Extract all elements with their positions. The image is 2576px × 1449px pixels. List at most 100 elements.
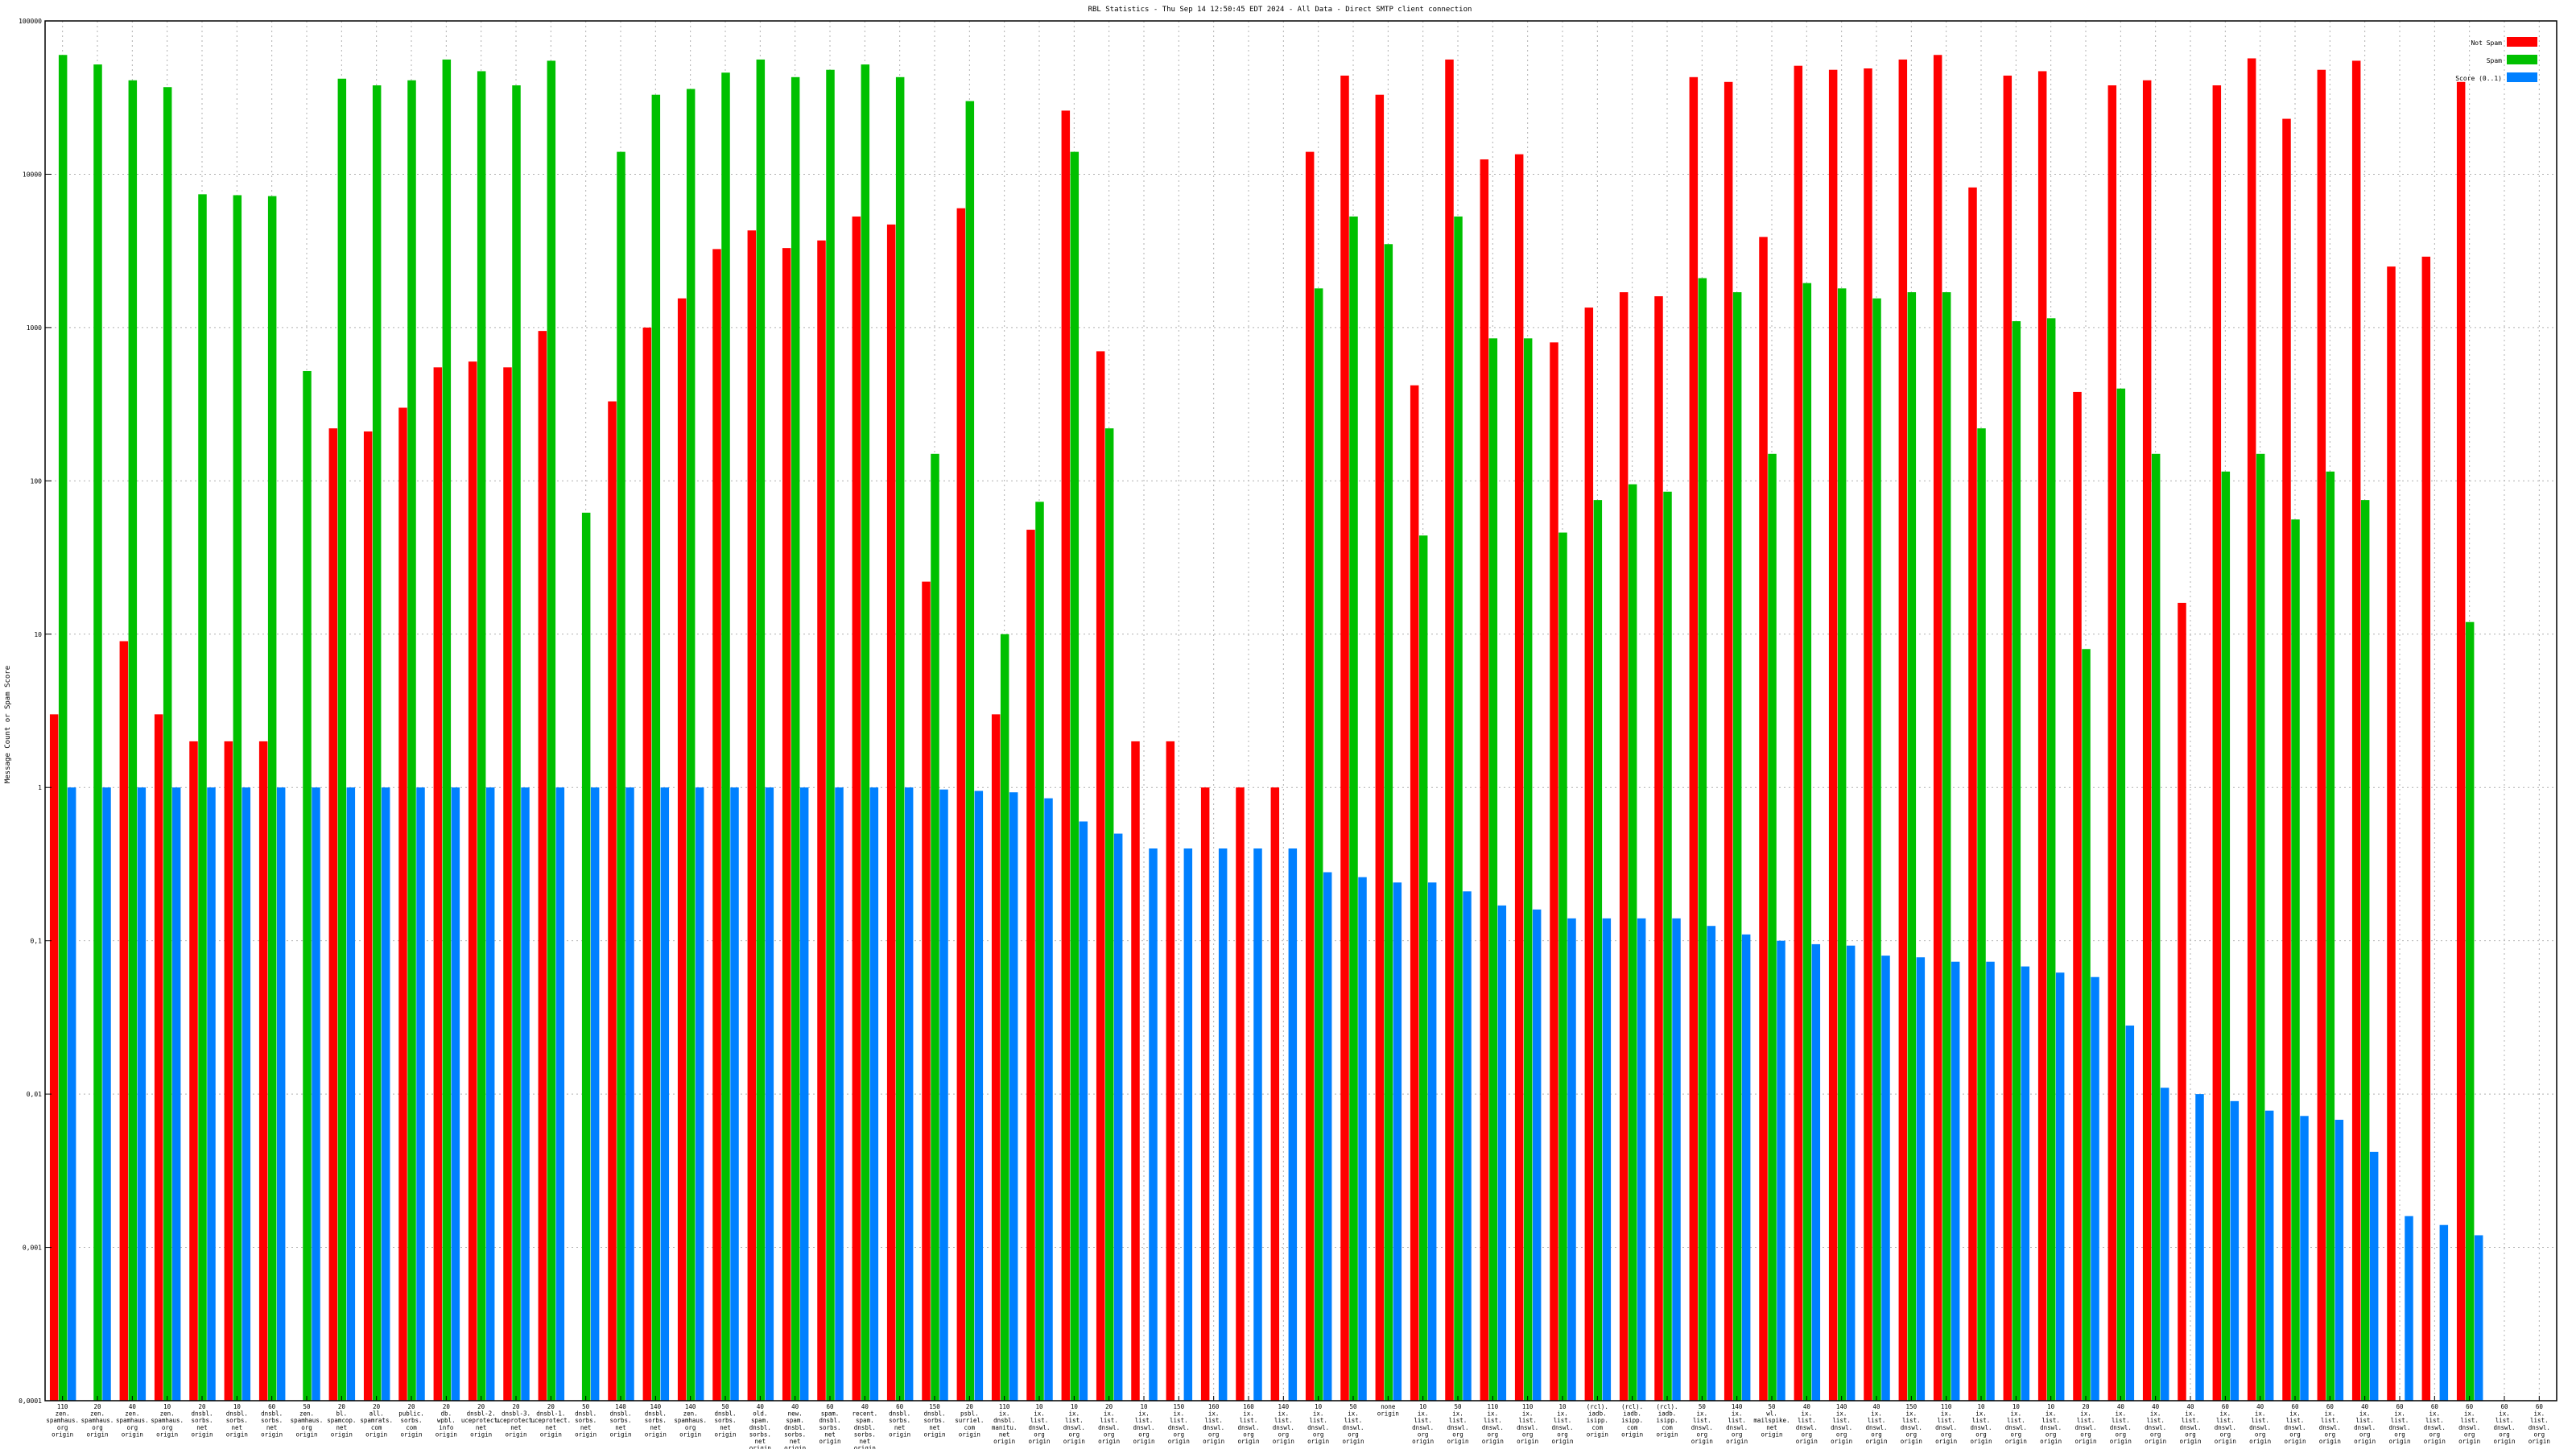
bar-score-0-1 [1567,918,1576,1401]
bar-not-spam [468,361,477,1401]
bar-not-spam [2421,256,2431,1401]
bar-not-spam [1689,76,1699,1401]
bar-not-spam [1061,110,1071,1402]
bar-score-0-1 [1916,957,1926,1401]
bar-score-0-1 [730,787,739,1401]
x-tick-label: 60 dnsbl. sorbs. net origin [889,1403,910,1438]
x-tick-label: 20 dnsbl. sorbs. net origin [191,1403,213,1438]
bar-spam [1558,532,1567,1401]
bar-not-spam [1933,55,1942,1401]
x-tick-label: 10 ix. list. dnswl. org origin [2005,1403,2027,1445]
bar-spam [2360,500,2370,1401]
bar-not-spam [1514,154,1524,1402]
bar-score-0-1 [1881,956,1890,1401]
x-tick-label: 60 ix. list. dnswl. org origin [2388,1403,2410,1445]
bar-spam [2221,471,2231,1402]
bar-score-0-1 [1811,943,1821,1401]
legend-label-spam: Spam [2487,57,2502,64]
bar-score-0-1 [312,787,320,1401]
bar-not-spam [1445,59,1454,1402]
legend-swatch-score-0-1 [2507,72,2537,82]
x-tick-label: 140 ix. list. dnswl. org origin [1831,1403,1852,1445]
x-tick-label: 20 ix. list. dnswl. org origin [2074,1403,2096,1445]
bar-score-0-1 [485,787,495,1401]
y-tick-label: 100000 [19,18,42,25]
x-tick-label: 10 ix. list. dnswl. org origin [1133,1403,1154,1445]
legend-swatch-spam [2507,55,2537,64]
x-tick-label: 10 ix. list. dnswl. org origin [1970,1403,1992,1445]
bar-not-spam [1724,81,1733,1402]
bar-not-spam [224,741,233,1401]
bar-spam [581,512,591,1402]
bar-not-spam [2456,81,2466,1402]
bar-spam [1663,491,1672,1401]
bar-not-spam [852,216,861,1401]
bar-spam [442,59,452,1402]
x-tick-label: 40 ix. list. dnswl. org origin [2249,1403,2271,1445]
bar-not-spam [2387,266,2396,1402]
bar-score-0-1 [276,787,286,1401]
bar-score-0-1 [1149,848,1158,1401]
bar-spam [1523,338,1533,1401]
y-tick-label: 0,01 [27,1091,42,1098]
x-tick-label: 60 ix. list. dnswl. org origin [2319,1403,2341,1445]
x-tick-label: 40 ix. list. dnswl. org origin [1865,1403,1887,1445]
bar-not-spam [189,741,198,1401]
bar-score-0-1 [1288,848,1298,1401]
bar-not-spam [2037,71,2047,1401]
x-tick-label: 60 spam. dnsbl. sorbs. net origin [819,1403,840,1445]
bar-score-0-1 [799,787,809,1401]
bar-score-0-1 [521,787,530,1401]
x-tick-label: 20 public. sorbs. com origin [398,1403,424,1438]
x-tick-label: 60 ix. list. dnswl. org origin [2529,1403,2550,1445]
x-tick-label: 10 ix. list. dnswl. org origin [1551,1403,1573,1445]
bar-score-0-1 [835,787,844,1401]
x-tick-label: 40 ix. list. dnswl. org origin [2179,1403,2201,1445]
bar-spam [2465,621,2475,1401]
bar-score-0-1 [102,787,111,1401]
bar-score-0-1 [1113,833,1123,1401]
bar-score-0-1 [1463,891,1472,1401]
bar-score-0-1 [1497,905,1507,1401]
bar-score-0-1 [1323,872,1332,1401]
bar-spam [407,80,416,1401]
bar-spam [93,64,102,1402]
bar-spam [651,94,661,1402]
bar-spam [1872,298,1881,1402]
bar-score-0-1 [2405,1216,2413,1401]
x-tick-label: 20 bl. spamcop. net origin [327,1403,356,1438]
bar-not-spam [1340,75,1349,1401]
x-tick-label: 150 ix. list. dnswl. org origin [1901,1403,1922,1445]
bar-spam [303,370,312,1401]
bar-spam [1454,216,1463,1401]
x-tick-label: 10 ix. list. dnswl. org origin [1307,1403,1329,1445]
bar-score-0-1 [1183,848,1193,1401]
y-tick-label: 0,001 [23,1245,42,1252]
x-tick-label: 110 ix. list. dnswl. org origin [1935,1403,1957,1445]
bar-spam [1732,292,1742,1401]
bar-not-spam [817,240,826,1402]
bar-not-spam [608,401,617,1402]
bar-spam [2326,471,2335,1402]
bar-not-spam [1270,787,1280,1401]
bar-not-spam [747,230,757,1402]
bar-not-spam [1794,65,1803,1401]
bar-not-spam [1968,187,1977,1401]
x-tick-label: 40 ix. list. dnswl. org origin [2145,1403,2166,1445]
bar-score-0-1 [2300,1116,2309,1401]
y-tick-label: 1 [38,784,42,791]
bar-spam [163,87,172,1401]
x-tick-label: 60 dnsbl. sorbs. net origin [261,1403,283,1438]
x-tick-label: 50 ix. list. dnswl. org origin [1342,1403,1364,1445]
x-tick-label: 160 ix. list. dnswl. org origin [1203,1403,1224,1445]
x-tick-label: 60 ix. list. dnswl. org origin [2424,1403,2446,1445]
y-tick-labels: 0,0001 0,001 0,01 0,1 1 10 100 1000 10000 100000 [19,18,52,1405]
x-tick-label: 10 zen. spamhaus. org origin [151,1403,184,1438]
bar-score-0-1 [1846,945,1856,1401]
bar-spam [2116,388,2126,1402]
x-tick-label: 110 ix. list. dnswl. org origin [1482,1403,1504,1445]
legend-label-score-0-1: Score (0..1) [2455,75,2502,82]
bar-score-0-1 [2195,1094,2204,1401]
bar-not-spam [1864,68,1872,1401]
